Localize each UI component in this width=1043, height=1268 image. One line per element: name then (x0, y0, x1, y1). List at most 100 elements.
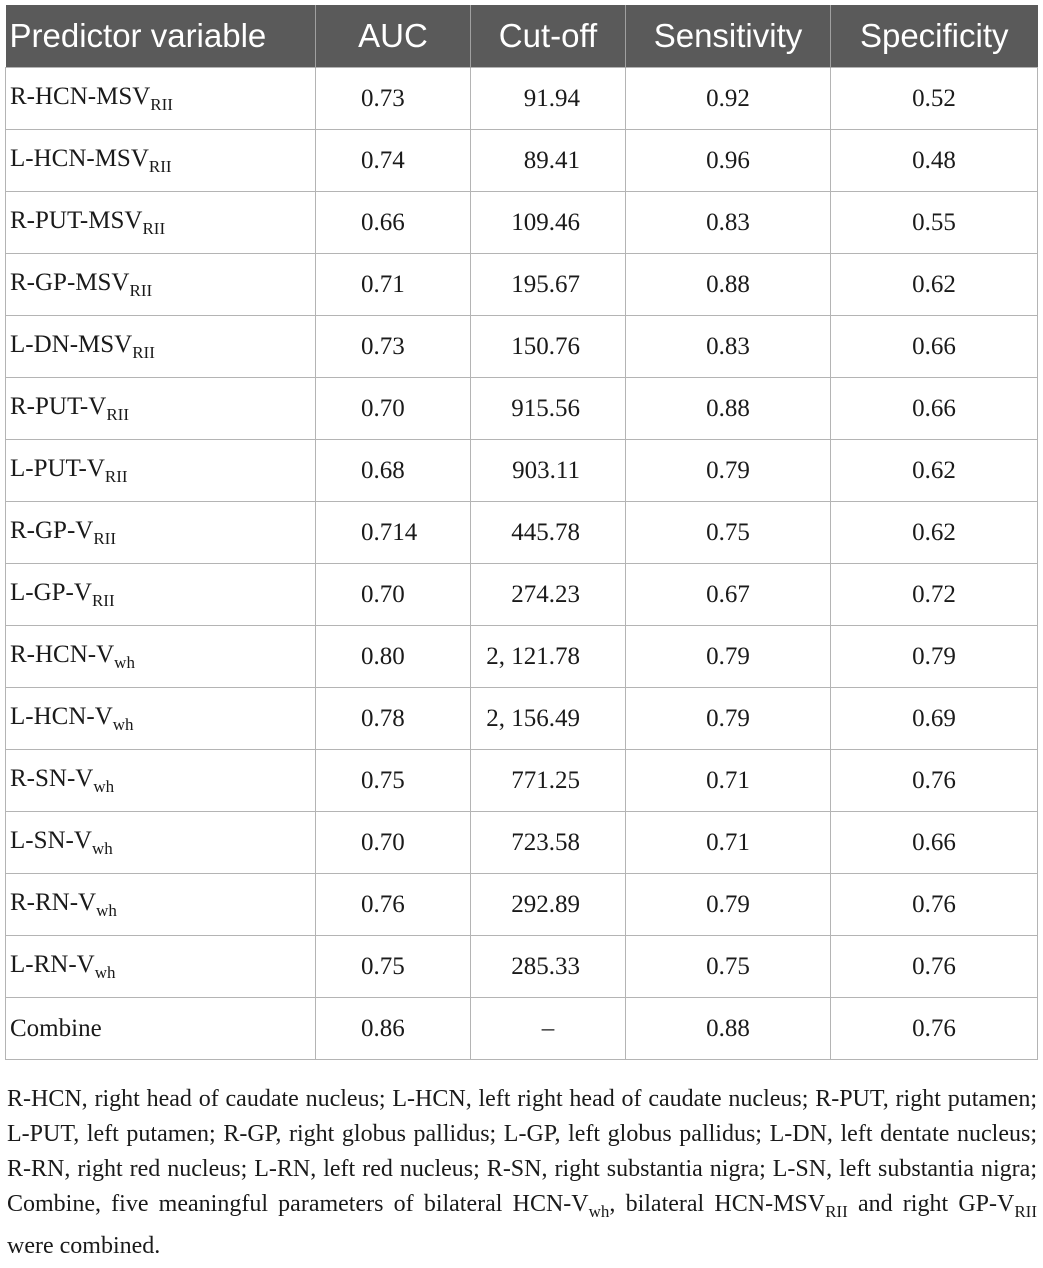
cell-sensitivity: 0.71 (625, 811, 831, 874)
cell-predictor-variable: R-PUT-VRII (5, 377, 316, 440)
cell-predictor-variable: R-RN-Vwh (5, 873, 316, 936)
cell-predictor-variable: R-GP-MSVRII (5, 253, 316, 316)
cell-specificity: 0.76 (830, 749, 1038, 812)
cell-specificity: 0.76 (830, 873, 1038, 936)
cell-auc: 0.80 (315, 625, 471, 688)
variable-subscript: wh (94, 962, 116, 982)
variable-name: L-DN-MSV (10, 330, 133, 358)
table-body: R-HCN-MSVRII 0.73 91.94 0.92 0.52 L-HCN-MSVRI… (5, 67, 1038, 1060)
results-table: Predictor variable AUC Cut-off Sensitivi… (5, 5, 1038, 1060)
variable-name: L-HCN-MSV (10, 144, 149, 172)
variable-subscript: wh (114, 652, 135, 672)
table-footnote: R-HCN, right head of caudate nucleus; L-… (7, 1082, 1037, 1264)
cell-cutoff: 445.78 (470, 501, 626, 564)
cell-auc: 0.68 (315, 439, 471, 502)
cell-specificity: 0.52 (830, 67, 1038, 130)
cell-sensitivity: 0.75 (625, 501, 831, 564)
table-row: R-PUT-VRII 0.70 915.56 0.88 0.66 (5, 377, 1038, 440)
table-row: R-GP-VRII 0.714 445.78 0.75 0.62 (5, 501, 1038, 564)
cell-sensitivity: 0.88 (625, 377, 831, 440)
cell-cutoff: 195.67 (470, 253, 626, 316)
cell-predictor-variable: R-GP-VRII (5, 501, 316, 564)
header-cutoff: Cut-off (470, 5, 626, 68)
variable-subscript: RII (142, 218, 166, 238)
cell-specificity: 0.66 (830, 811, 1038, 874)
cell-sensitivity: 0.71 (625, 749, 831, 812)
results-table-container: Predictor variable AUC Cut-off Sensitivi… (5, 5, 1038, 1060)
cell-auc: 0.66 (315, 191, 471, 254)
cell-specificity: 0.69 (830, 687, 1038, 750)
table-row: Combine 0.86–0.88 0.76 (5, 997, 1038, 1060)
variable-name: R-PUT-MSV (10, 206, 143, 234)
header-auc: AUC (315, 5, 471, 68)
cell-auc: 0.73 (315, 67, 471, 130)
footnote-text: R-HCN, right head of caudate nucleus; L-… (7, 1086, 1037, 1217)
cell-predictor-variable: L-GP-VRII (5, 563, 316, 626)
cell-sensitivity: 0.88 (625, 253, 831, 316)
cell-predictor-variable: L-HCN-MSVRII (5, 129, 316, 192)
variable-subscript: wh (91, 838, 113, 858)
table-row: L-HCN-Vwh 0.78 2, 156.49 0.79 0.69 (5, 687, 1038, 750)
variable-name: R-GP-V (10, 516, 94, 544)
cell-auc: 0.86 (315, 997, 471, 1060)
cell-sensitivity: 0.83 (625, 191, 831, 254)
cell-auc: 0.714 (315, 501, 471, 564)
cell-auc: 0.70 (315, 563, 471, 626)
cell-auc: 0.70 (315, 811, 471, 874)
cell-auc: 0.70 (315, 377, 471, 440)
cell-cutoff: 915.56 (470, 377, 626, 440)
variable-name: Combine (10, 1014, 102, 1042)
variable-name: R-PUT-V (10, 392, 107, 420)
variable-name: L-RN-V (10, 950, 95, 978)
cell-cutoff: 903.11 (470, 439, 626, 502)
cell-cutoff: 274.23 (470, 563, 626, 626)
cell-cutoff: 89.41 (470, 129, 626, 192)
cell-predictor-variable: R-PUT-MSVRII (5, 191, 316, 254)
variable-name: L-HCN-V (10, 702, 113, 730)
cell-predictor-variable: L-PUT-VRII (5, 439, 316, 502)
cell-cutoff: 285.33 (470, 935, 626, 998)
variable-name: L-SN-V (10, 826, 92, 854)
cell-specificity: 0.72 (830, 563, 1038, 626)
variable-name: R-GP-MSV (10, 268, 130, 296)
cell-sensitivity: 0.79 (625, 687, 831, 750)
table-row: R-SN-Vwh 0.75 771.25 0.71 0.76 (5, 749, 1038, 812)
cell-cutoff: 771.25 (470, 749, 626, 812)
table-row: L-HCN-MSVRII 0.74 89.41 0.96 0.48 (5, 129, 1038, 192)
cell-predictor-variable: R-HCN-MSVRII (5, 67, 316, 130)
cell-cutoff: 91.94 (470, 67, 626, 130)
cell-auc: 0.76 (315, 873, 471, 936)
cell-cutoff: 292.89 (470, 873, 626, 936)
footnote-subscript: RII (825, 1202, 848, 1221)
cell-cutoff: 109.46 (470, 191, 626, 254)
cell-sensitivity: 0.79 (625, 625, 831, 688)
table-row: L-PUT-VRII 0.68 903.11 0.79 0.62 (5, 439, 1038, 502)
header-predictor-variable: Predictor variable (5, 5, 316, 68)
cell-predictor-variable: L-SN-Vwh (5, 811, 316, 874)
table-row: L-DN-MSVRII 0.73 150.76 0.83 0.66 (5, 315, 1038, 378)
cell-predictor-variable: R-SN-Vwh (5, 749, 316, 812)
cell-cutoff: 723.58 (470, 811, 626, 874)
footnote-text: , bilateral HCN-MSV (609, 1191, 826, 1217)
table-row: R-GP-MSVRII 0.71 195.67 0.88 0.62 (5, 253, 1038, 316)
variable-name: L-PUT-V (10, 454, 105, 482)
footnote-subscript: RII (1014, 1202, 1037, 1221)
cell-sensitivity: 0.83 (625, 315, 831, 378)
cell-sensitivity: 0.88 (625, 997, 831, 1060)
variable-name: R-HCN-MSV (10, 82, 151, 110)
cell-predictor-variable: L-RN-Vwh (5, 935, 316, 998)
cell-auc: 0.78 (315, 687, 471, 750)
cell-cutoff: 2, 121.78 (470, 625, 626, 688)
cell-cutoff: – (470, 997, 626, 1060)
table-row: R-RN-Vwh 0.76 292.89 0.79 0.76 (5, 873, 1038, 936)
cell-sensitivity: 0.96 (625, 129, 831, 192)
cell-specificity: 0.76 (830, 935, 1038, 998)
cell-sensitivity: 0.79 (625, 873, 831, 936)
variable-subscript: wh (112, 714, 134, 734)
table-row: L-GP-VRII 0.70 274.23 0.67 0.72 (5, 563, 1038, 626)
cell-specificity: 0.66 (830, 315, 1038, 378)
cell-sensitivity: 0.67 (625, 563, 831, 626)
cell-auc: 0.75 (315, 935, 471, 998)
variable-subscript: RII (148, 156, 172, 176)
cell-auc: 0.74 (315, 129, 471, 192)
